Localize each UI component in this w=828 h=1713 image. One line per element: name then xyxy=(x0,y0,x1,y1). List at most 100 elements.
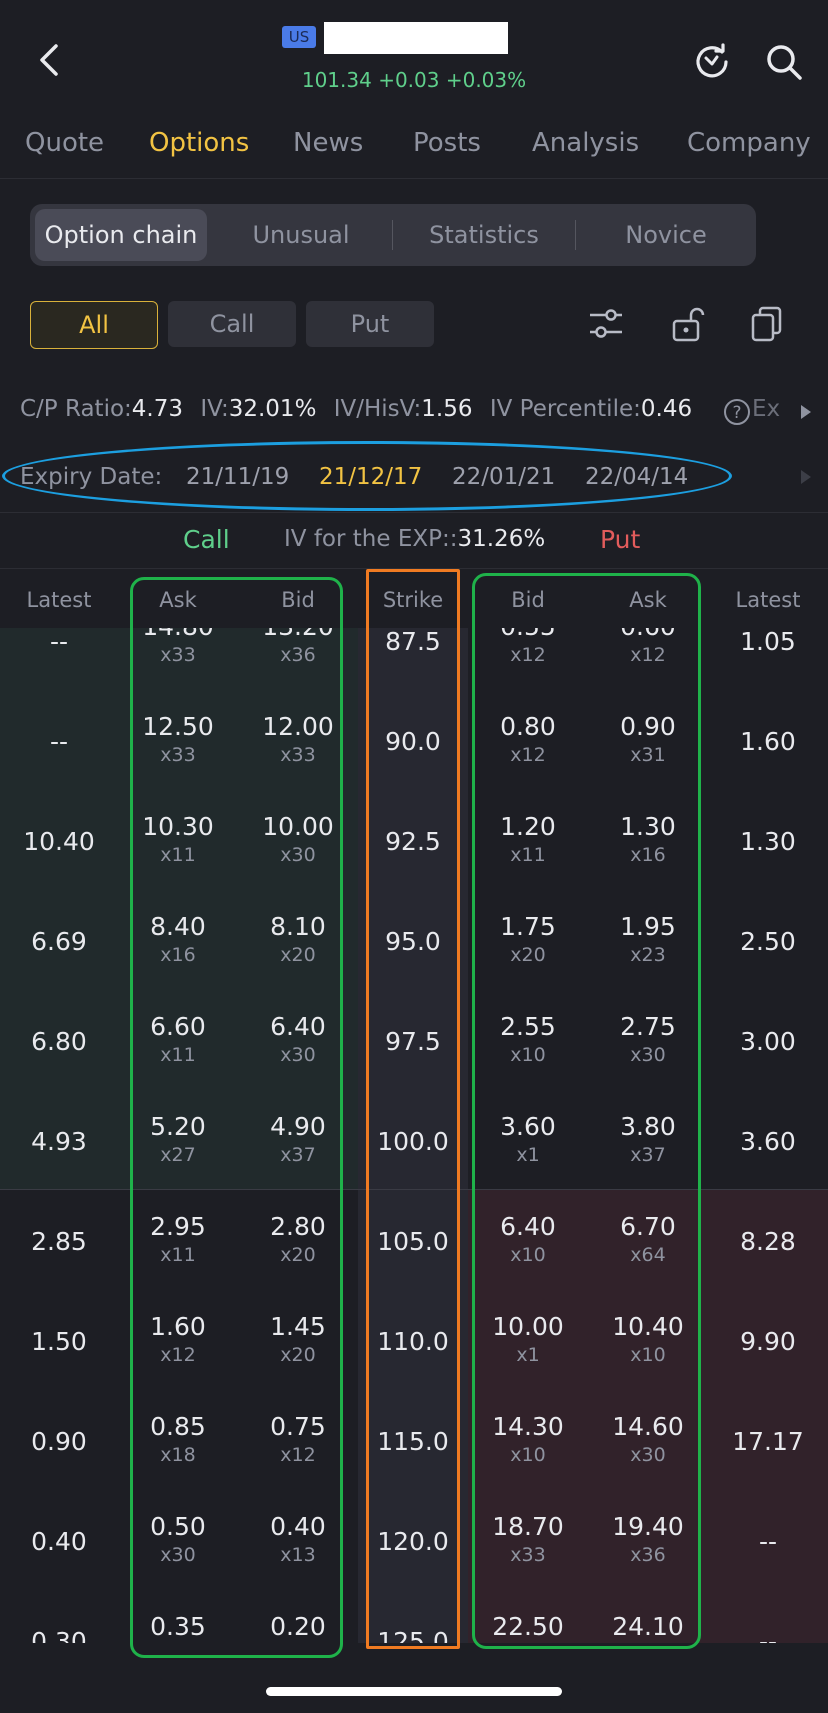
iv-value: 32.01% xyxy=(228,396,317,422)
home-indicator xyxy=(266,1687,562,1696)
table-row[interactable]: 6.69 8.40 x16 8.10 x20 95.0 1.75 x20 1.95 x23 2.50 xyxy=(0,898,828,998)
put-ask-value: 0.60 xyxy=(588,628,708,642)
atm-divider xyxy=(0,1189,828,1190)
put-bid-size: x11 xyxy=(510,844,546,866)
strike-highlight-box xyxy=(366,569,460,1649)
tab-posts[interactable]: Posts xyxy=(413,128,481,158)
put-latest-value: 1.60 xyxy=(740,727,796,756)
segment-statistics[interactable]: Statistics xyxy=(429,221,539,249)
strike-value: 90.0 xyxy=(385,727,441,756)
put-bid-size: x20 xyxy=(510,944,546,966)
put-ask-value: 19.40 xyxy=(612,1512,684,1541)
segment-novice[interactable]: Novice xyxy=(625,221,707,249)
unlock-icon[interactable] xyxy=(668,304,708,344)
call-bid-value: 8.10 xyxy=(270,912,326,941)
segment-option-chain[interactable]: Option chain xyxy=(35,209,207,261)
put-latest-value: 1.05 xyxy=(740,628,796,656)
col-put-latest[interactable]: Latest xyxy=(735,588,801,612)
call-bid-value: 1.45 xyxy=(270,1312,326,1341)
cp-ratio-value: 4.73 xyxy=(131,396,184,422)
put-bid-size: x12 xyxy=(510,744,546,766)
call-ask-value: 8.40 xyxy=(150,912,206,941)
call-ask-size: x33 xyxy=(160,744,196,766)
table-row[interactable]: -- 14.80 x33 13.20 x36 87.5 0.55 x12 0.60 x12 1.05 xyxy=(0,628,828,698)
put-bid-value: 1.20 xyxy=(500,812,556,841)
put-ask-size: x10 xyxy=(630,1344,666,1366)
help-icon[interactable]: ? xyxy=(723,398,751,426)
put-ask-value: 14.60 xyxy=(612,1412,684,1441)
table-row[interactable]: -- 12.50 x33 12.00 x33 90.0 0.80 x12 0.90 x31 1.60 xyxy=(0,698,828,798)
filter-call-button[interactable]: Call xyxy=(168,301,296,347)
table-row[interactable]: 1.50 1.60 x12 1.45 x20 110.0 10.00 x1 10.40 x10 9.… xyxy=(0,1298,828,1398)
call-ask-value: 10.30 xyxy=(142,812,214,841)
put-bid-size: x10 xyxy=(510,1044,546,1066)
call-bid-value: 0.20 xyxy=(270,1612,326,1641)
segment-divider xyxy=(392,220,393,250)
filter-sliders-icon[interactable] xyxy=(586,304,626,344)
filter-put-button[interactable]: Put xyxy=(306,301,434,347)
call-bid-size: x13 xyxy=(280,1544,316,1566)
call-ask-value: 14.80 xyxy=(118,628,238,642)
call-bid-size: x36 xyxy=(280,644,316,666)
tab-company[interactable]: Company xyxy=(687,128,811,158)
table-row[interactable]: 4.93 5.20 x27 4.90 x37 100.0 3.60 x1 3.80 x37 3.60 xyxy=(0,1098,828,1198)
tab-options[interactable]: Options xyxy=(149,128,250,158)
put-itm-shading xyxy=(468,1189,828,1643)
back-icon[interactable] xyxy=(30,40,70,80)
call-latest-value: -- xyxy=(49,727,69,756)
col-strike[interactable]: Strike xyxy=(382,588,444,612)
call-ask-value: 6.60 xyxy=(150,1012,206,1041)
put-latest-value: 2.50 xyxy=(740,927,796,956)
cp-ratio-label: C/P Ratio: xyxy=(20,396,132,422)
strike-value: 105.0 xyxy=(377,1227,449,1256)
ivhisv-value: 1.56 xyxy=(421,396,473,422)
call-bid-size: x30 xyxy=(280,844,316,866)
put-bid-size: x33 xyxy=(510,1544,546,1566)
put-bid-value: 6.40 xyxy=(500,1212,556,1241)
call-itm-shading xyxy=(0,628,358,1189)
col-call-ask[interactable]: Ask xyxy=(159,588,197,612)
call-bid-size: x33 xyxy=(280,744,316,766)
segment-unusual[interactable]: Unusual xyxy=(252,221,350,249)
put-bid-value: 3.60 xyxy=(500,1112,556,1141)
call-bid-size: x12 xyxy=(280,1444,316,1466)
table-row[interactable]: 10.40 10.30 x11 10.00 x30 92.5 1.20 x11 1.30 x16 1… xyxy=(0,798,828,898)
call-latest-value: 0.90 xyxy=(31,1427,87,1456)
table-row[interactable]: 0.90 0.85 x18 0.75 x12 115.0 14.30 x10 14.60 x30 1… xyxy=(0,1398,828,1498)
tab-news[interactable]: News xyxy=(293,128,364,158)
table-row[interactable]: 6.80 6.60 x11 6.40 x30 97.5 2.55 x10 2.75 x30 3.00 xyxy=(0,998,828,1098)
table-row[interactable]: 0.40 0.50 x30 0.40 x13 120.0 18.70 x33 19.40 x36 -… xyxy=(0,1498,828,1598)
strike-value: 92.5 xyxy=(385,827,441,856)
refresh-icon[interactable] xyxy=(692,42,732,82)
call-ask-value: 5.20 xyxy=(150,1112,206,1141)
call-latest-value: 0.40 xyxy=(31,1527,87,1556)
call-bid-value: 4.90 xyxy=(270,1112,326,1141)
col-call-latest[interactable]: Latest xyxy=(26,588,92,612)
iv-exp-text: IV for the EXP:: xyxy=(284,526,458,552)
col-call-bid[interactable]: Bid xyxy=(281,588,315,612)
put-ask-value: 1.95 xyxy=(620,912,676,941)
copy-icon[interactable] xyxy=(748,304,788,344)
svg-text:?: ? xyxy=(732,403,741,423)
put-bid-value: 18.70 xyxy=(492,1512,564,1541)
tab-quote[interactable]: Quote xyxy=(25,128,105,158)
call-bid-size: x20 xyxy=(280,944,316,966)
search-icon[interactable] xyxy=(764,42,804,82)
call-ask-value: 1.60 xyxy=(150,1312,206,1341)
tab-analysis[interactable]: Analysis xyxy=(532,128,640,158)
expiry-more-arrow-icon[interactable] xyxy=(801,470,811,484)
table-row[interactable]: 0.30 0.35 0.20 125.0 22.50 24.10 -- xyxy=(0,1598,828,1643)
table-row[interactable]: 2.85 2.95 x11 2.80 x20 105.0 6.40 x10 6.70 x64 8.2… xyxy=(0,1198,828,1298)
put-ask-size: x12 xyxy=(630,644,666,666)
stats-more-arrow-icon[interactable] xyxy=(801,405,811,419)
put-bid-value: 14.30 xyxy=(492,1412,564,1441)
strike-value: 100.0 xyxy=(377,1127,449,1156)
market-badge: US xyxy=(282,26,316,48)
call-ask-value: 0.85 xyxy=(150,1412,206,1441)
col-put-ask[interactable]: Ask xyxy=(629,588,667,612)
price-change: 101.34 +0.03 +0.03% xyxy=(301,68,527,92)
call-bid-value: 0.75 xyxy=(270,1412,326,1441)
filter-all-button[interactable]: All xyxy=(30,301,158,349)
call-bid-value: 0.40 xyxy=(270,1512,326,1541)
col-put-bid[interactable]: Bid xyxy=(511,588,545,612)
